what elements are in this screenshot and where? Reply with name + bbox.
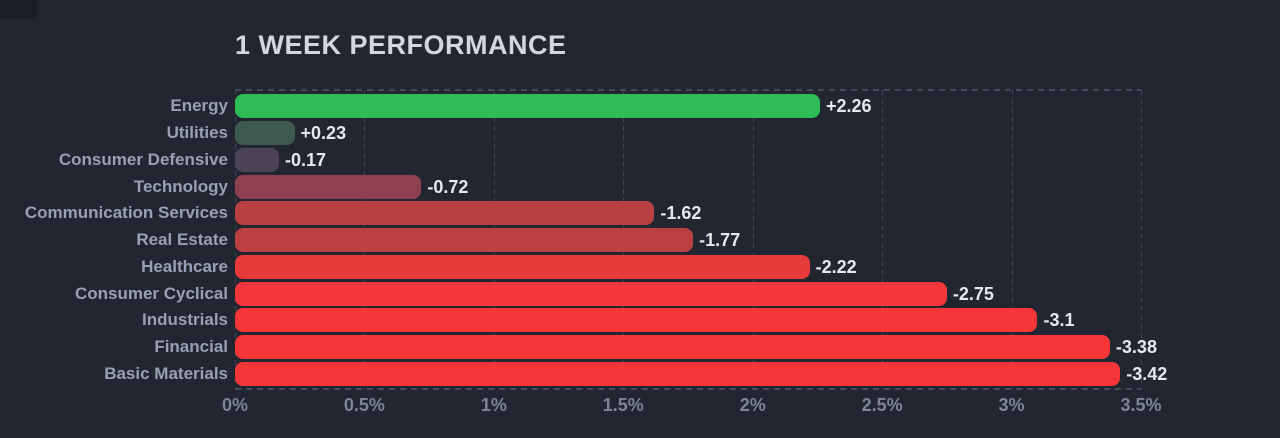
sector-bar[interactable]: [235, 201, 655, 226]
x-axis-tick-label: 3%: [998, 395, 1025, 415]
sector-bar[interactable]: [235, 147, 279, 172]
sector-bar[interactable]: [235, 254, 810, 279]
bar-row: Basic Materials -3.42: [104, 360, 1167, 387]
bar-value: -3.38: [1115, 336, 1157, 357]
chart-title: 1 WEEK PERFORMANCE: [235, 30, 567, 60]
bar-row: Communication Services -1.62: [25, 200, 1141, 227]
bar-value: -2.75: [952, 283, 994, 304]
sector-label: Real Estate: [136, 230, 228, 250]
x-axis-tick-label: 3.5%: [1120, 395, 1162, 415]
bar-value: -3.42: [1126, 363, 1168, 384]
sector-label: Industrials: [142, 310, 228, 330]
bar-value: -1.77: [699, 230, 741, 251]
plot-border-top: [235, 89, 1141, 91]
bar-value: -0.72: [427, 176, 469, 197]
gridline: [1141, 90, 1142, 389]
x-axis-tick-label: 0%: [221, 395, 248, 415]
gridline: [882, 90, 884, 389]
sector-label: Consumer Defensive: [58, 149, 228, 169]
plot-border-bottom: [235, 388, 1141, 390]
sector-bar[interactable]: [235, 361, 1121, 386]
bar-value: +0.23: [300, 123, 347, 144]
sector-label: Communication Services: [24, 203, 228, 223]
sector-label: Technology: [133, 176, 228, 196]
bar-row: Financial -3.38: [154, 334, 1157, 361]
sector-bar[interactable]: [235, 281, 947, 306]
bar-row: Consumer Defensive -0.17: [59, 146, 1141, 173]
bar-row: Utilities +0.23: [167, 120, 1141, 147]
x-axis-tick-label: 0.5%: [343, 395, 385, 415]
sector-label: Consumer Cyclical: [74, 283, 228, 303]
bar-value: -2.22: [815, 256, 857, 277]
sector-label: Financial: [154, 336, 228, 356]
gridline: [752, 90, 754, 389]
bar-value: +2.26: [826, 96, 872, 117]
x-axis-tick-label: 2%: [739, 395, 766, 415]
bar-value: -3.1: [1043, 310, 1075, 331]
sector-bar[interactable]: [235, 334, 1110, 359]
x-axis-tick-label: 2.5%: [861, 395, 903, 415]
bar-row: Consumer Cyclical -2.75: [75, 280, 1141, 307]
bar-row: Industrials -3.1: [142, 307, 1141, 334]
sector-label: Basic Materials: [104, 363, 228, 383]
bar-row: Healthcare -2.22: [141, 253, 1141, 280]
sector-bar[interactable]: [235, 308, 1038, 333]
bar-rows: Energy +2.26 Utilities +0.23 Consumer Defens…: [25, 93, 1167, 387]
sector-bar[interactable]: [235, 94, 821, 119]
x-axis: 0% 0.5% 1% 1.5% 2% 2.5% 3% 3.5%: [222, 395, 1162, 419]
plot-area: Energy +2.26 Utilities +0.23 Consumer Defens…: [25, 89, 1167, 390]
gridline: [1011, 90, 1013, 389]
sector-label: Utilities: [166, 123, 228, 143]
panel-corner-notch: [0, 0, 38, 19]
bar-value: -0.17: [285, 149, 327, 170]
bar-row: Technology -0.72: [134, 173, 1141, 200]
sector-label: Energy: [170, 96, 228, 116]
x-axis-tick-label: 1%: [480, 395, 507, 415]
x-axis-tick-label: 1.5%: [602, 395, 644, 415]
sector-label: Healthcare: [141, 256, 228, 276]
sector-bar[interactable]: [235, 121, 295, 146]
bar-row: Energy +2.26: [170, 93, 1141, 120]
sector-bar[interactable]: [235, 174, 422, 199]
sector-bar[interactable]: [235, 228, 694, 253]
bar-value: -1.62: [660, 203, 702, 224]
bar-row: Real Estate -1.77: [136, 227, 1141, 254]
